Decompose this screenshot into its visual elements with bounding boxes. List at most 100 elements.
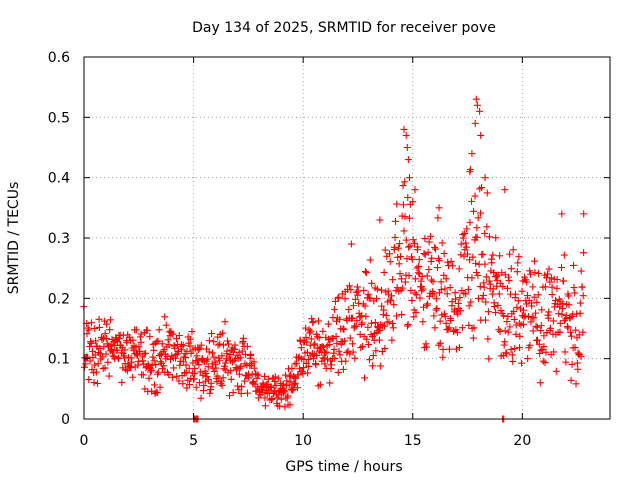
- data-point: [104, 358, 112, 366]
- data-point: [546, 324, 554, 332]
- data-point: [419, 318, 427, 326]
- data-point: [400, 125, 408, 133]
- data-point: [472, 95, 480, 103]
- data-point: [533, 323, 541, 331]
- data-point: [238, 347, 246, 355]
- data-point: [451, 289, 459, 297]
- data-point: [225, 340, 233, 348]
- data-point: [506, 250, 514, 258]
- data-point: [321, 360, 329, 368]
- data-point: [492, 272, 500, 280]
- data-point: [520, 320, 528, 328]
- data-point: [336, 351, 344, 359]
- x-tick-label: 15: [404, 433, 422, 449]
- data-point: [399, 201, 407, 209]
- data-point: [472, 259, 480, 267]
- data-point: [403, 255, 411, 263]
- data-point: [492, 308, 500, 316]
- data-point: [113, 346, 121, 354]
- data-point: [464, 285, 472, 293]
- data-point: [510, 308, 518, 316]
- data-point: [342, 357, 350, 365]
- data-point: [441, 312, 449, 320]
- data-point: [425, 265, 433, 273]
- data-point: [419, 285, 427, 293]
- data-point: [521, 312, 529, 320]
- data-point: [478, 184, 486, 192]
- data-point: [220, 341, 228, 349]
- data-point: [245, 374, 253, 382]
- data-point: [580, 210, 588, 218]
- data-point: [494, 301, 502, 309]
- data-point: [150, 346, 158, 354]
- data-point: [182, 369, 190, 377]
- data-point: [254, 371, 262, 379]
- y-axis-label: SRMTID / TECUs: [6, 182, 22, 295]
- data-point: [349, 302, 357, 310]
- data-point: [435, 204, 443, 212]
- data-point: [424, 300, 432, 308]
- data-point: [208, 330, 216, 338]
- data-point: [314, 317, 322, 325]
- data-point: [463, 225, 471, 233]
- data-point: [154, 368, 162, 376]
- chart-title: Day 134 of 2025, SRMTID for receiver pov…: [192, 20, 496, 36]
- data-point: [351, 295, 359, 303]
- data-point: [221, 362, 229, 370]
- data-point: [398, 212, 406, 220]
- data-point: [378, 302, 386, 310]
- data-point: [205, 337, 213, 345]
- data-point: [444, 325, 452, 333]
- data-point: [466, 168, 474, 176]
- data-point: [209, 349, 217, 357]
- data-point: [472, 268, 480, 276]
- data-point: [345, 305, 353, 313]
- data-point: [91, 361, 99, 369]
- data-point: [493, 282, 501, 290]
- data-point: [232, 366, 240, 374]
- data-point: [380, 322, 388, 330]
- data-point: [300, 364, 308, 372]
- data-point: [141, 349, 149, 357]
- data-point: [357, 344, 365, 352]
- data-point: [476, 107, 484, 115]
- data-point: [523, 278, 531, 286]
- data-point: [121, 346, 129, 354]
- data-point: [560, 251, 568, 259]
- data-point: [308, 315, 316, 323]
- data-point: [455, 343, 463, 351]
- data-point: [556, 328, 564, 336]
- y-tick-label: 0.1: [48, 352, 70, 368]
- data-point: [531, 269, 539, 277]
- data-point: [239, 334, 247, 342]
- data-point: [511, 345, 519, 353]
- data-point: [204, 355, 212, 363]
- data-point: [509, 246, 517, 254]
- data-point: [477, 209, 485, 217]
- data-point: [351, 354, 359, 362]
- data-point: [200, 382, 208, 390]
- data-point: [553, 275, 561, 283]
- data-point: [333, 317, 341, 325]
- data-point: [461, 229, 469, 237]
- data-point: [169, 330, 177, 338]
- data-point: [345, 282, 353, 290]
- data-point: [481, 260, 489, 268]
- data-point: [88, 366, 96, 374]
- data-point: [575, 331, 583, 339]
- data-point: [86, 357, 94, 365]
- data-point: [139, 357, 147, 365]
- data-point: [408, 255, 416, 263]
- data-point: [219, 374, 227, 382]
- data-point: [323, 348, 331, 356]
- data-point: [284, 392, 292, 400]
- data-point: [508, 351, 516, 359]
- data-point: [290, 374, 298, 382]
- data-point: [526, 270, 534, 278]
- data-point: [326, 379, 334, 387]
- data-point: [150, 357, 158, 365]
- data-point: [427, 276, 435, 284]
- data-point: [146, 333, 154, 341]
- data-point: [409, 236, 417, 244]
